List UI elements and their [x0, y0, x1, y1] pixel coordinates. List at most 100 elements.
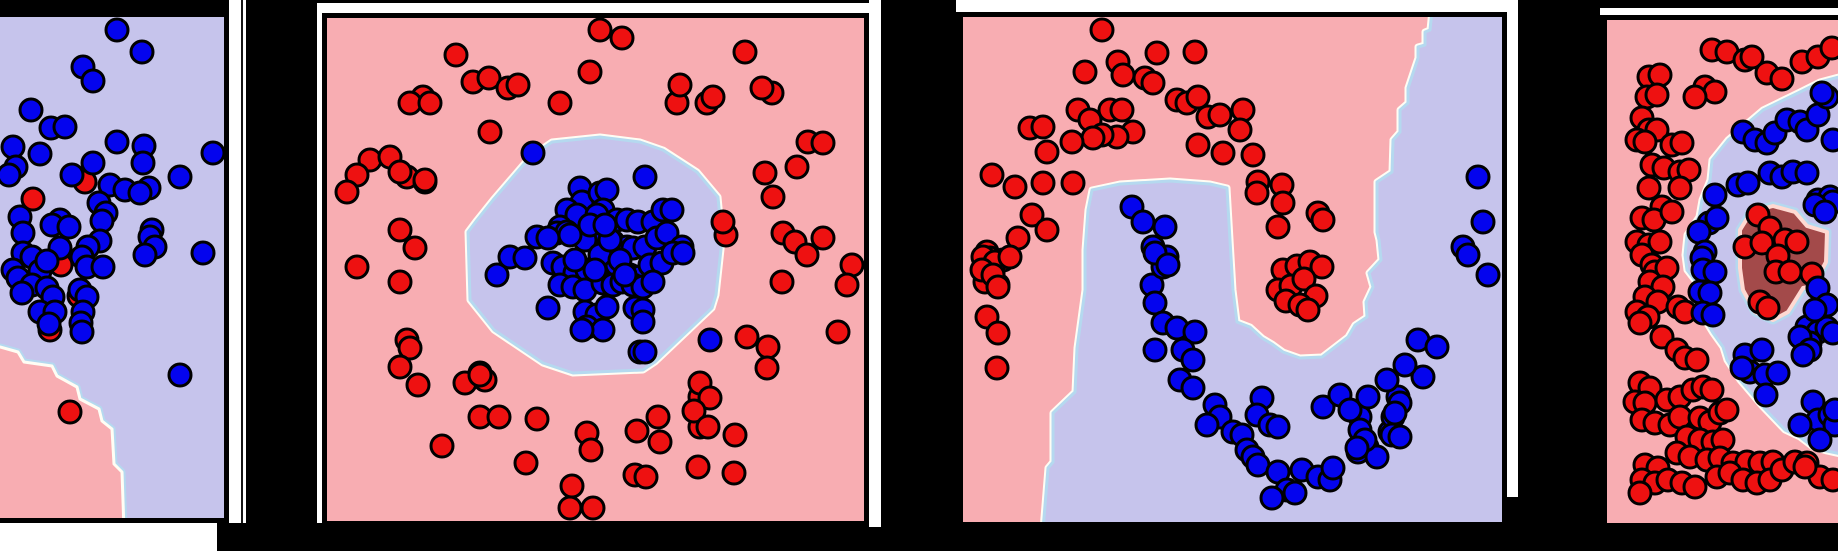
- panel-2-circles: [322, 13, 869, 526]
- data-point-class-red: [1030, 170, 1056, 196]
- panel-border: [0, 12, 229, 523]
- data-point-class-red: [834, 272, 860, 298]
- data-point-class-blue: [1194, 412, 1220, 438]
- data-point-class-red: [1769, 66, 1795, 92]
- data-point-class-blue: [1155, 252, 1181, 278]
- panel-card-margin: [869, 0, 881, 527]
- data-point-class-blue: [27, 141, 53, 167]
- data-point-class-red: [1210, 140, 1236, 166]
- data-point-class-blue: [69, 319, 95, 345]
- data-point-class-blue: [1700, 302, 1726, 328]
- data-point-class-red: [1699, 377, 1725, 403]
- data-point-class-red: [647, 429, 673, 455]
- data-point-class-blue: [1729, 355, 1755, 381]
- data-point-class-blue: [1355, 384, 1381, 410]
- data-point-class-blue: [190, 240, 216, 266]
- data-point-class-red: [1667, 175, 1693, 201]
- data-point-class-red: [387, 354, 413, 380]
- data-point-class-blue: [594, 294, 620, 320]
- data-point-class-blue: [1387, 424, 1413, 450]
- data-point-class-blue: [1702, 182, 1728, 208]
- data-point-class-red: [1072, 59, 1098, 85]
- data-point-class-blue: [34, 248, 60, 274]
- data-point-class-red: [580, 495, 606, 521]
- data-point-class-blue: [569, 317, 595, 343]
- data-point-class-red: [1684, 347, 1710, 373]
- data-point-class-red: [1310, 207, 1336, 233]
- data-point-class-red: [721, 460, 747, 486]
- data-point-class-red: [1295, 297, 1321, 323]
- data-point-class-blue: [1182, 319, 1208, 345]
- data-point-class-blue: [1704, 205, 1730, 231]
- data-point-class-red: [695, 414, 721, 440]
- data-point-class-blue: [200, 140, 224, 166]
- data-point-class-blue: [80, 150, 106, 176]
- data-point-class-red: [344, 254, 370, 280]
- data-point-class-red: [1182, 39, 1208, 65]
- data-point-class-blue: [1337, 397, 1363, 423]
- data-point-class-red: [697, 385, 723, 411]
- data-point-class-red: [794, 242, 820, 268]
- data-point-class-blue: [1820, 320, 1838, 346]
- data-point-class-red: [1265, 214, 1291, 240]
- data-point-class-red: [985, 274, 1011, 300]
- data-point-class-red: [334, 179, 360, 205]
- data-point-class-blue: [1142, 337, 1168, 363]
- data-point-class-red: [1647, 62, 1673, 88]
- data-point-class-blue: [612, 262, 638, 288]
- data-point-class-red: [769, 269, 795, 295]
- data-point-class-blue: [1259, 485, 1285, 511]
- data-point-class-blue: [484, 262, 510, 288]
- data-point-class-blue: [1410, 364, 1436, 390]
- data-point-class-blue: [1812, 199, 1838, 225]
- data-point-class-red: [681, 398, 707, 424]
- data-point-class-red: [57, 399, 83, 425]
- plot-area: [327, 18, 864, 521]
- data-point-class-red: [979, 162, 1005, 188]
- data-point-class-blue: [59, 162, 85, 188]
- data-point-class-red: [397, 335, 423, 361]
- data-point-class-blue: [632, 339, 658, 365]
- data-point-class-red: [1636, 175, 1662, 201]
- data-point-class-blue: [582, 257, 608, 283]
- data-point-class-blue: [1282, 480, 1308, 506]
- data-point-class-red: [1207, 102, 1233, 128]
- data-point-class-red: [1647, 229, 1673, 255]
- panel-4-dense-overlap: [1602, 15, 1838, 528]
- data-point-class-red: [1755, 295, 1781, 321]
- data-point-class-red: [810, 225, 836, 251]
- data-point-class-blue: [535, 295, 561, 321]
- data-point-class-red: [402, 235, 428, 261]
- data-point-class-blue: [36, 311, 62, 337]
- data-point-class-blue: [1702, 259, 1728, 285]
- data-point-class-red: [486, 404, 512, 430]
- data-point-class-red: [1059, 129, 1085, 155]
- data-point-class-blue: [129, 39, 155, 65]
- data-point-class-blue: [0, 134, 26, 160]
- data-point-class-red: [1632, 129, 1658, 155]
- data-point-class-red: [513, 450, 539, 476]
- data-point-class-blue: [590, 317, 616, 343]
- panel-card-margin: [1600, 8, 1838, 15]
- data-point-class-blue: [1822, 397, 1838, 423]
- data-point-class-red: [784, 154, 810, 180]
- data-point-class-blue: [130, 150, 156, 176]
- data-point-class-red: [1682, 474, 1708, 500]
- data-point-class-red: [732, 39, 758, 65]
- data-point-class-blue: [670, 240, 696, 266]
- data-point-class-blue: [167, 164, 193, 190]
- plot-area: [963, 17, 1502, 522]
- plot-area: [0, 17, 224, 518]
- data-point-class-blue: [1180, 347, 1206, 373]
- data-point-class-red: [997, 244, 1023, 270]
- data-point-class-blue: [167, 362, 193, 388]
- data-point-class-blue: [1749, 337, 1775, 363]
- panel-1-linearly-separable: [0, 12, 229, 523]
- data-point-class-blue: [1809, 80, 1835, 106]
- data-point-class-red: [667, 72, 693, 98]
- data-point-class-red: [1682, 84, 1708, 110]
- data-point-class-blue: [52, 114, 78, 140]
- data-point-class-red: [443, 42, 469, 68]
- data-point-class-red: [760, 184, 786, 210]
- data-point-class-red: [710, 209, 736, 235]
